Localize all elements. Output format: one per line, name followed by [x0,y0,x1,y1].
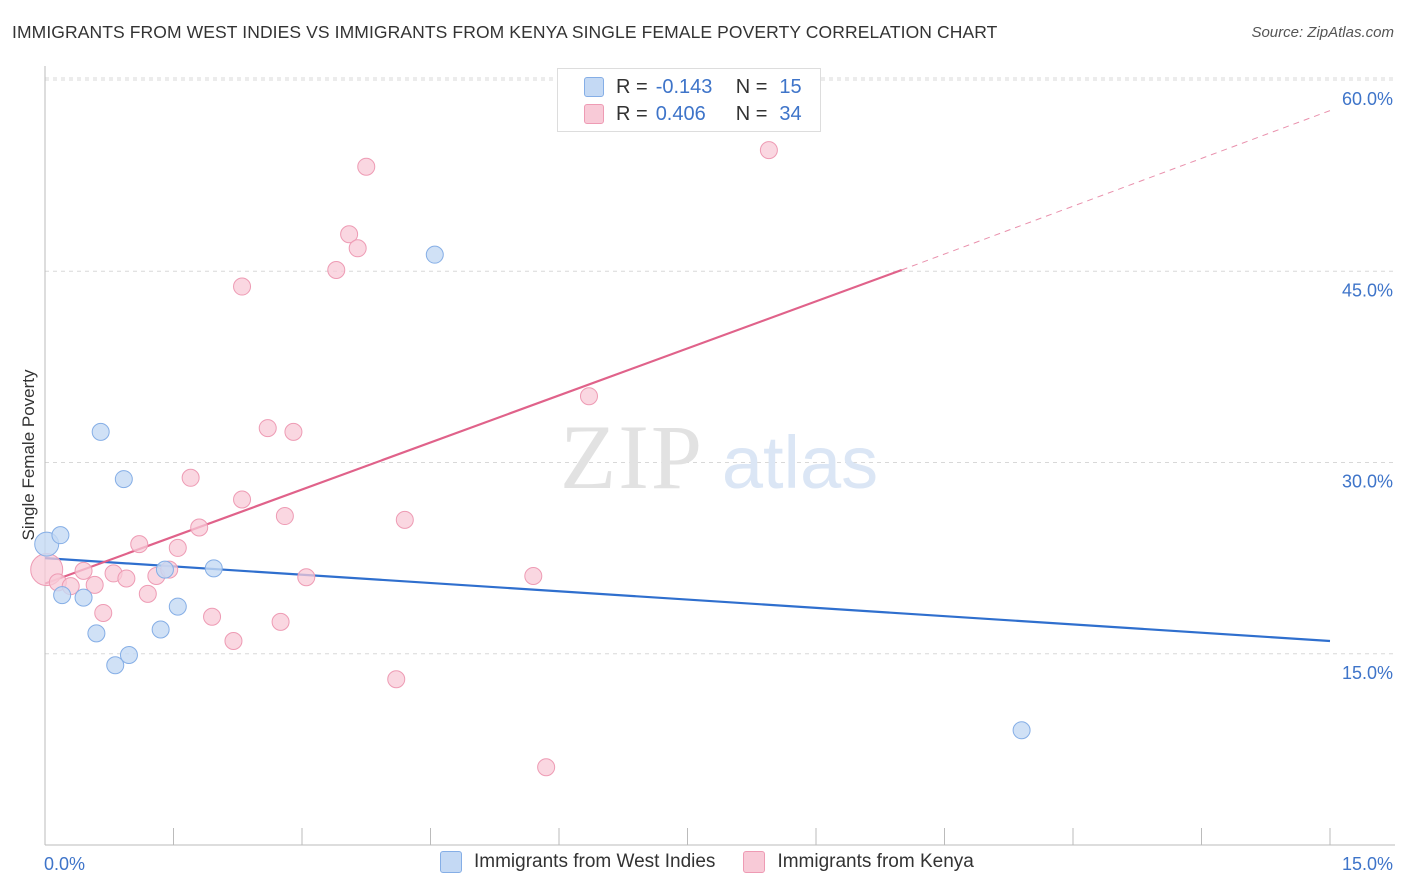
chart-title: IMMIGRANTS FROM WEST INDIES VS IMMIGRANT… [12,22,998,42]
tick-labels: 15.0% 30.0% 45.0% 60.0% 0.0% 15.0% [44,89,1393,874]
point-kenya [130,535,149,554]
watermark-atlas: atlas [722,421,878,504]
legend-row-kenya: R = 0.406 N = 34 [584,100,802,128]
point-west-indies [51,526,70,545]
axes [44,66,1395,846]
point-west-indies [106,656,125,675]
point-kenya [94,603,113,622]
point-west-indies [151,620,170,639]
point-west-indies [155,560,174,579]
point-kenya [138,584,157,603]
legend-r-value: 0.406 [655,102,706,125]
point-kenya [85,575,104,594]
point-kenya [190,518,209,537]
point-kenya [224,632,243,650]
legend-item-kenya: Immigrants from Kenya [743,851,974,873]
point-west-indies [168,597,187,616]
point-kenya [759,141,778,160]
legend-n-label: N = [735,75,768,98]
point-kenya [275,507,294,526]
point-kenya [181,468,200,487]
gridlines [45,77,1395,655]
point-west-indies [74,588,93,607]
point-kenya [327,260,346,279]
legend-swatch-blue [440,851,462,873]
trend-lines [44,110,1331,643]
legend-swatch-pink [743,851,766,873]
y-tick-label: 60.0% [1342,89,1393,109]
point-kenya [168,538,187,557]
legend-swatch-blue [584,77,604,97]
watermark: ZIP atlas [560,406,878,508]
point-kenya [579,387,598,406]
point-kenya [284,422,303,441]
data-points [30,141,1031,777]
point-kenya [537,758,556,777]
point-kenya [524,566,543,585]
series-legend: Immigrants from West Indies Immigrants f… [440,851,1002,873]
legend-row-west-indies: R = -0.143 N = 15 [584,73,802,101]
legend-swatch-pink [584,104,604,124]
point-kenya [297,568,316,587]
y-tick-label: 30.0% [1342,472,1393,492]
point-west-indies [425,245,444,264]
watermark-zip: ZIP [560,406,704,508]
legend-r-label: R = [616,102,648,125]
point-kenya [387,670,406,689]
source-credit: Source: ZipAtlas.com [1251,24,1394,41]
y-tick-label: 45.0% [1342,280,1393,300]
point-west-indies [1012,721,1031,740]
point-kenya [233,490,252,509]
legend-item-west-indies: Immigrants from West Indies [440,851,715,873]
x-tick-label: 0.0% [44,854,85,874]
y-tick-label: 15.0% [1342,663,1393,683]
legend-label-kenya: Immigrants from Kenya [777,851,974,872]
y-axis-title: Single Female Poverty [19,369,38,541]
x-tick-label: 15.0% [1342,854,1393,874]
point-kenya [203,607,222,626]
point-kenya [357,157,376,176]
point-west-indies [204,559,223,578]
point-kenya [395,510,414,529]
point-west-indies [53,586,72,605]
point-west-indies [114,470,133,489]
point-kenya [340,225,359,244]
legend-label-west-indies: Immigrants from West Indies [474,851,716,872]
point-kenya [233,277,252,296]
point-kenya [74,561,93,580]
point-west-indies [87,624,106,643]
point-kenya [271,612,290,631]
legend-r-label: R = [616,75,648,98]
legend-n-value: 34 [779,102,802,125]
trend-line-west-indies [44,557,1331,643]
point-kenya [117,569,136,588]
trend-line-kenya-extension [901,110,1331,271]
legend-n-value: 15 [779,75,802,98]
correlation-legend: R = -0.143 N = 15 R = 0.406 N = 34 [557,68,821,132]
point-west-indies [91,422,110,441]
point-kenya [348,239,367,258]
point-west-indies [119,646,138,665]
trend-line-kenya [44,268,903,585]
legend-n-label: N = [735,102,768,125]
legend-r-value: -0.143 [655,75,713,98]
point-kenya [258,419,277,438]
